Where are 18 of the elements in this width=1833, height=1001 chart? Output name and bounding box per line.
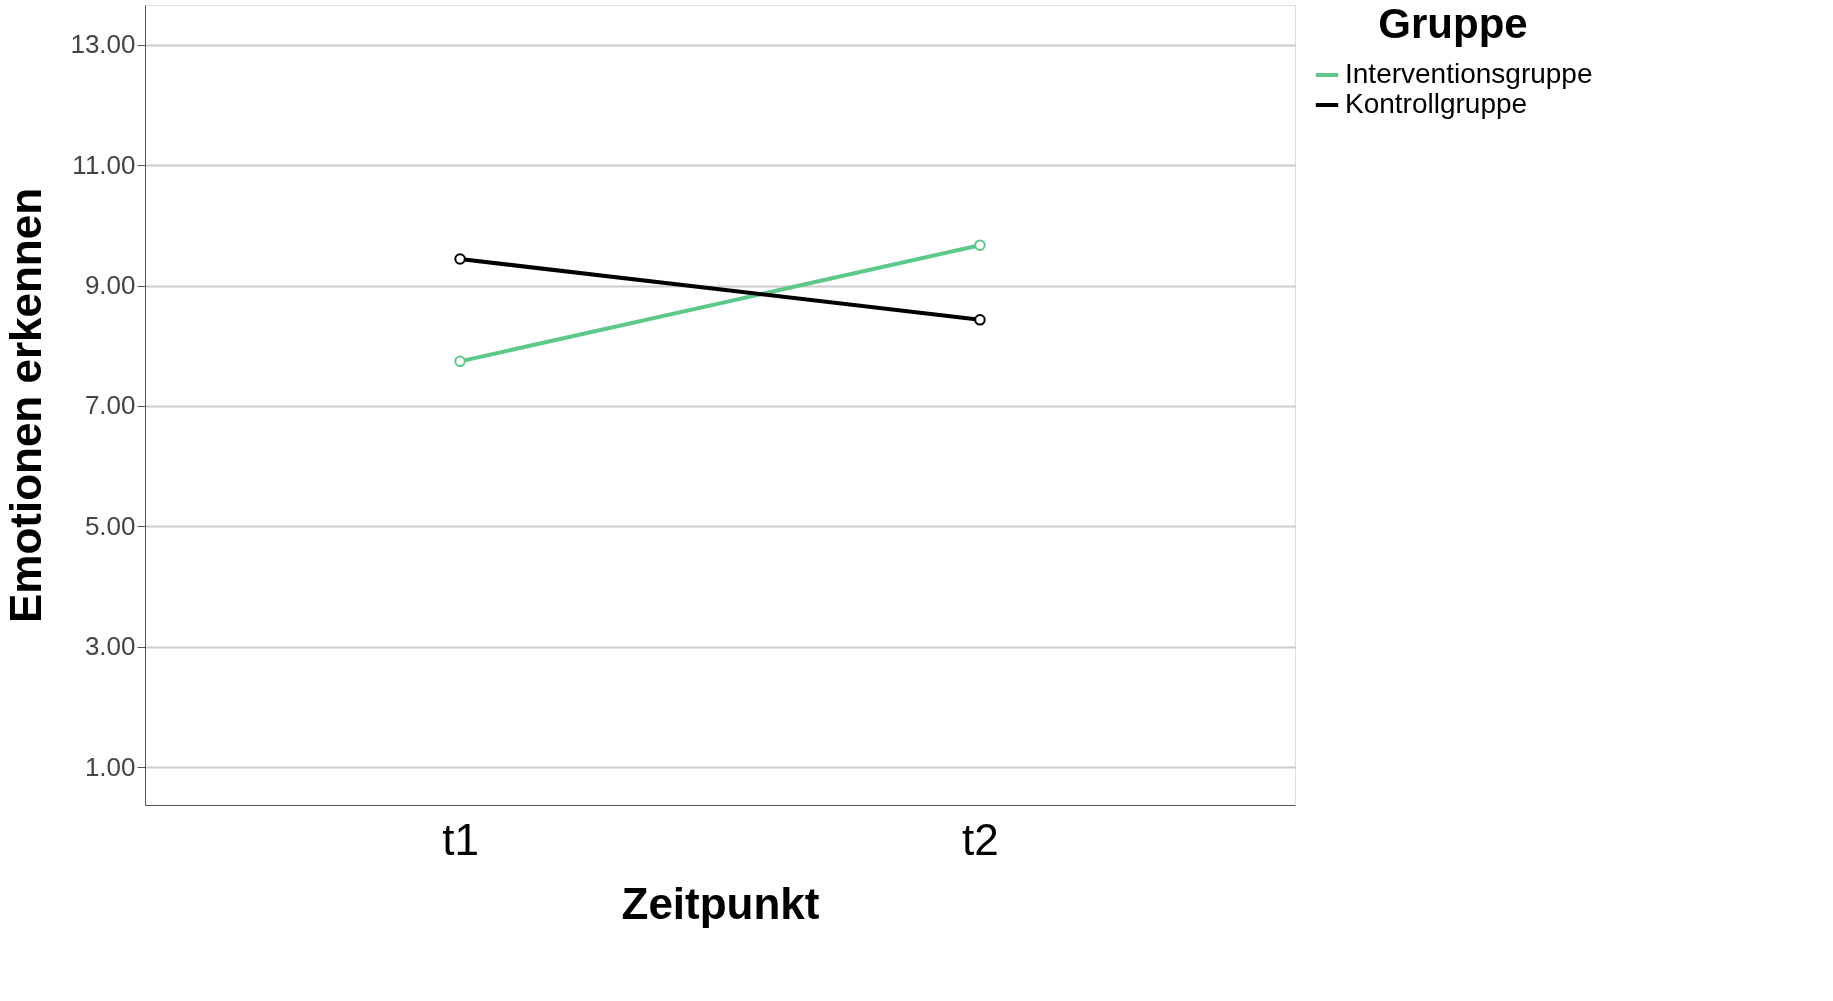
y-tick-label: 7.00: [84, 390, 136, 421]
y-axis-title: Emotionen erkennen: [1, 187, 51, 624]
y-tick-label: 3.00: [84, 631, 136, 662]
y-tick-label: 5.00: [84, 510, 136, 541]
y-tick-label: 1.00: [84, 751, 136, 782]
y-tick-label: 9.00: [84, 270, 136, 301]
point: [974, 314, 986, 326]
legend-label: Kontrollgruppe: [1345, 88, 1528, 119]
point: [454, 355, 466, 368]
x-tick-label: t2: [962, 814, 999, 864]
point: [974, 239, 986, 251]
legend-label: Interventionsgruppe: [1345, 58, 1593, 89]
point: [454, 253, 466, 265]
x-tick-label: t1: [442, 814, 479, 864]
legend-title: Gruppe: [1378, 0, 1528, 47]
y-tick-label: 13.00: [70, 29, 136, 60]
y-tick-label: 11.00: [72, 149, 136, 180]
x-axis-title: Zeitpunkt: [621, 878, 820, 928]
